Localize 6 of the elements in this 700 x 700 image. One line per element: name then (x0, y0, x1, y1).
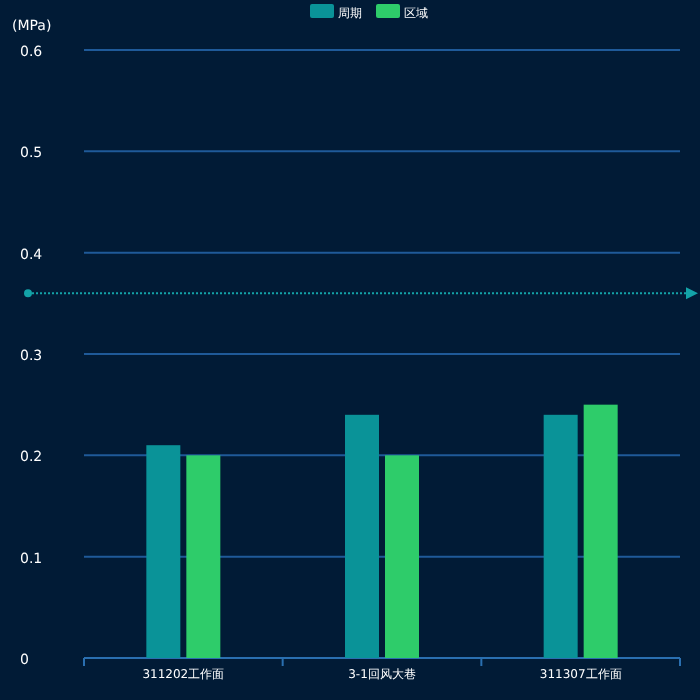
bar (583, 404, 618, 658)
bar (186, 455, 221, 658)
bar (385, 455, 419, 658)
bar (146, 445, 181, 658)
bar (543, 414, 578, 658)
bar (345, 414, 379, 658)
